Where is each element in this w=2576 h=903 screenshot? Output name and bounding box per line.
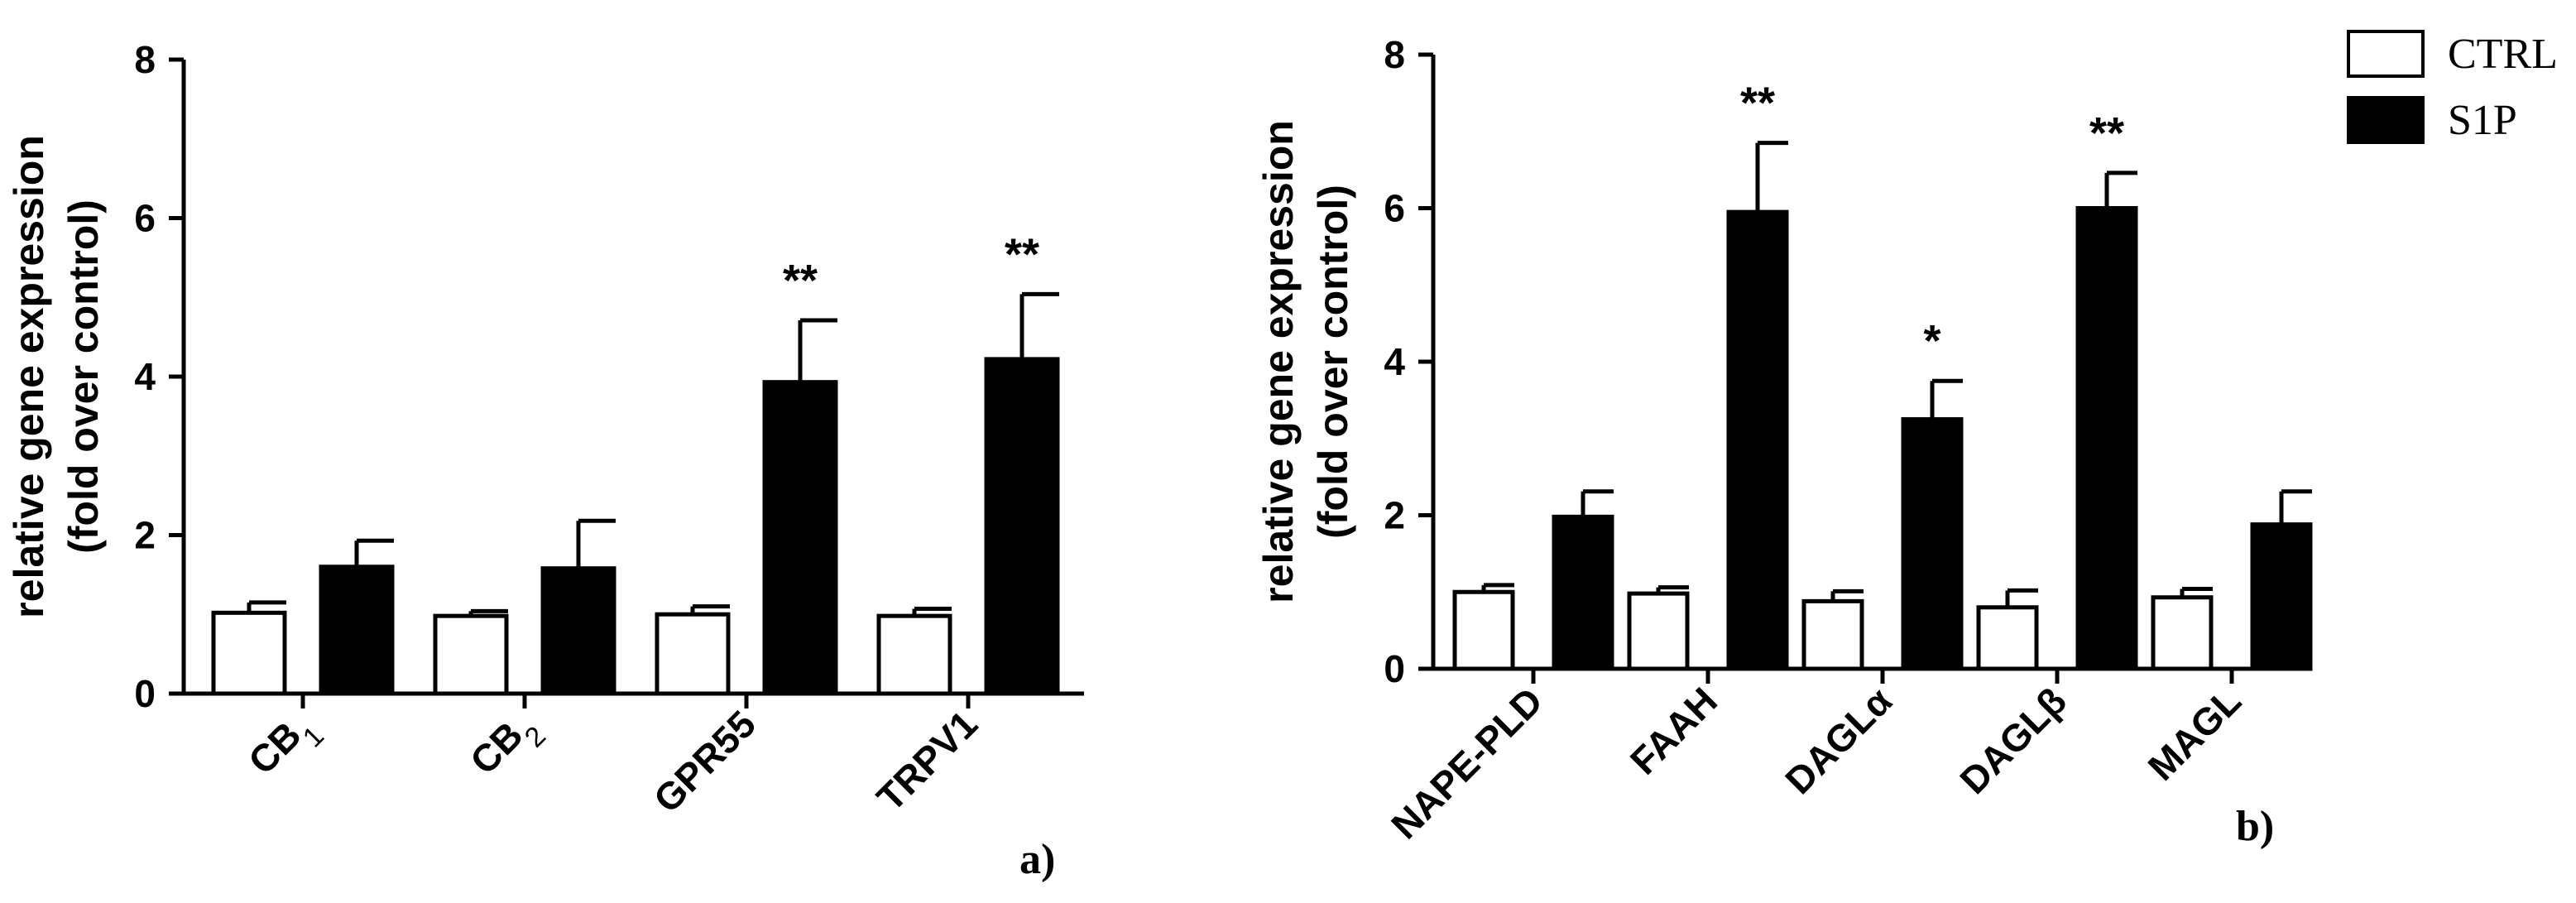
panel-b: 0 2 4 6 8 relative gene expression (fold over … <box>1255 33 2313 850</box>
bar-ctrl <box>1801 598 1864 671</box>
bar-s1p <box>319 564 395 696</box>
bar-s1p <box>2250 522 2313 671</box>
y-axis-label: relative gene expression <box>1255 120 1302 603</box>
significance-marker: * <box>1923 316 1940 366</box>
category-label: NAPE-PLD <box>1383 679 1551 847</box>
bar-s1p <box>762 380 838 696</box>
bar-ctrl <box>211 610 287 696</box>
panel-label: b) <box>2236 803 2274 850</box>
legend-label-ctrl: CTRL <box>2448 31 2558 78</box>
bar-s1p <box>984 357 1060 696</box>
category-label: MAGL <box>2140 679 2250 789</box>
significance-marker: ** <box>1005 229 1039 279</box>
y-tick-label: 6 <box>134 197 156 240</box>
category-label: GPR55 <box>645 702 764 820</box>
panel-a: 0 2 4 6 8 relative gene expression (fold over … <box>6 38 1084 883</box>
bar-ctrl <box>2151 595 2214 671</box>
bar-ctrl <box>1976 605 2039 671</box>
significance-marker: ** <box>1740 79 1775 128</box>
category-label: CB2 <box>462 702 552 792</box>
y-tick-label: 8 <box>134 38 156 81</box>
bar-s1p <box>2075 206 2138 671</box>
bar-ctrl <box>1627 591 1690 671</box>
legend-label-s1p: S1P <box>2448 97 2517 144</box>
bar-s1p <box>1901 417 1964 671</box>
bar-ctrl <box>433 613 509 696</box>
significance-marker: ** <box>2089 108 2124 158</box>
bar-ctrl <box>1452 589 1515 671</box>
category-label: FAAH <box>1622 679 1725 782</box>
category-label: DAGLα <box>1777 679 1900 802</box>
y-tick-label: 2 <box>134 514 156 557</box>
y-tick-label: 6 <box>1384 187 1405 230</box>
bar-ctrl <box>876 613 952 696</box>
significance-marker: ** <box>783 256 818 305</box>
legend-swatch-s1p <box>2347 96 2425 144</box>
category-label: DAGLβ <box>1951 679 2075 802</box>
y-tick-label: 8 <box>1384 33 1405 76</box>
y-tick-label: 4 <box>134 355 156 398</box>
legend-swatch-ctrl <box>2347 30 2425 78</box>
bar-s1p <box>1726 209 1789 671</box>
panel-label: a) <box>1019 836 1055 883</box>
category-label: CB1 <box>240 702 330 792</box>
bar-ctrl <box>655 612 731 696</box>
y-axis-label: (fold over control) <box>60 199 107 554</box>
y-tick-label: 0 <box>1384 647 1405 690</box>
category-label: TRPV1 <box>868 702 986 819</box>
legend: CTRL S1P <box>2347 30 2558 144</box>
y-tick-label: 0 <box>134 672 156 715</box>
y-tick-label: 2 <box>1384 494 1405 537</box>
y-tick-label: 4 <box>1384 340 1405 383</box>
bar-s1p <box>1552 514 1614 671</box>
y-axis-label: (fold over control) <box>1310 185 1356 539</box>
y-axis-label: relative gene expression <box>6 135 52 618</box>
bar-s1p <box>540 566 616 696</box>
